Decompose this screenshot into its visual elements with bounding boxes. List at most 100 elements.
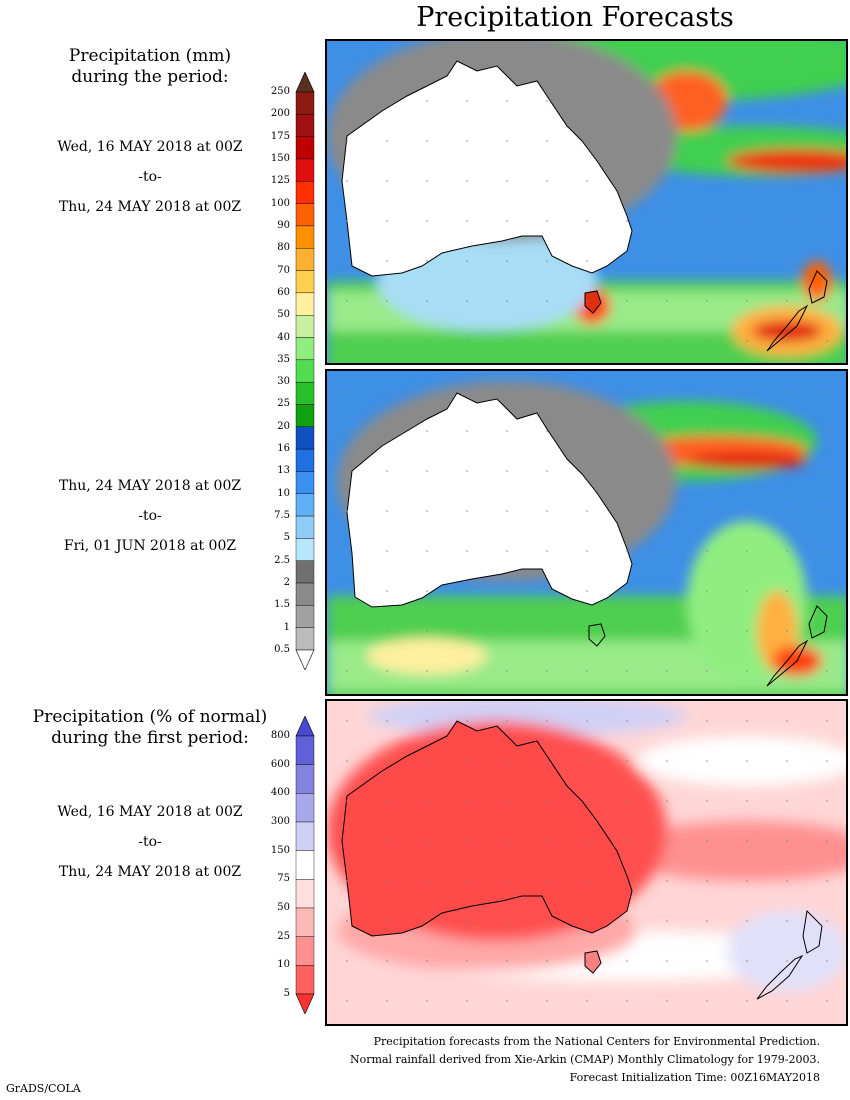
colorbar-tick-label: 250	[270, 86, 290, 97]
colorbar-segment	[295, 515, 315, 539]
panel1-end-date: Thu, 24 MAY 2018 at 00Z	[58, 199, 242, 215]
colorbar-tick-label: 125	[270, 175, 290, 187]
colorbar-tick-label: 5	[283, 532, 290, 544]
panel2-end-date: Fri, 01 JUN 2018 at 00Z	[63, 538, 237, 554]
colorbar-segment	[295, 627, 315, 651]
colorbar-segment	[295, 314, 315, 338]
panel3-end-date: Thu, 24 MAY 2018 at 00Z	[58, 864, 242, 880]
colorbar-bottom-arrow	[295, 649, 315, 670]
mm-colorbar	[295, 72, 315, 670]
colorbar-tick-label: 80	[277, 242, 290, 254]
colorbar-segment	[295, 359, 315, 383]
colorbar-tick-label: 150	[270, 152, 290, 164]
footer-line2: Normal rainfall derived from Xie-Arkin (…	[350, 1053, 820, 1066]
colorbar-tick-label: 25	[277, 930, 290, 942]
footer-line3: Forecast Initialization Time: 00Z16MAY20…	[569, 1071, 820, 1084]
pct-colorbar	[295, 716, 315, 1014]
colorbar-tick-label: 300	[270, 816, 290, 827]
panel1-heading-line2: during the period:	[71, 67, 229, 87]
colorbar-segment	[295, 850, 315, 880]
colorbar-tick-label: 40	[277, 331, 290, 343]
colorbar-top-arrow	[295, 72, 315, 93]
panel1-labels: Precipitation (mm) during the period: We…	[30, 46, 270, 222]
colorbar-tick-label: 600	[270, 758, 290, 770]
panel3-heading-line2: during the first period:	[51, 728, 249, 748]
panel3-labels: Precipitation (% of normal) during the f…	[30, 707, 270, 887]
colorbar-segment	[295, 879, 315, 909]
footer-notes: Precipitation forecasts from the Nationa…	[350, 1033, 820, 1087]
colorbar-segment	[295, 158, 315, 182]
colorbar-tick-label: 2.5	[274, 554, 290, 566]
colorbar-segment	[295, 936, 315, 966]
colorbar-tick-label: 13	[277, 465, 290, 477]
software-credit: GrADS/COLA	[6, 1082, 81, 1095]
colorbar-tick-label: 10	[277, 959, 290, 971]
colorbar-segment	[295, 181, 315, 204]
colorbar-top-arrow	[295, 716, 315, 737]
colorbar-segment	[295, 426, 315, 450]
colorbar-segment	[295, 136, 315, 160]
colorbar-segment	[295, 471, 315, 494]
colorbar-tick-label: 25	[277, 398, 290, 410]
colorbar-segment	[295, 538, 315, 561]
colorbar-segment	[295, 203, 315, 227]
colorbar-segment	[295, 337, 315, 361]
colorbar-tick-label: 30	[277, 376, 290, 388]
colorbar-tick-label: 800	[270, 730, 290, 741]
colorbar-segment	[295, 91, 315, 115]
colorbar-segment	[295, 965, 315, 995]
colorbar-tick-label: 1	[283, 621, 290, 633]
colorbar-tick-label: 100	[270, 197, 290, 209]
colorbar-tick-label: 2	[283, 577, 290, 589]
map-panel-pct-normal	[325, 699, 848, 1026]
colorbar-segment	[295, 381, 315, 405]
panel2-labels: Thu, 24 MAY 2018 at 00Z -to- Fri, 01 JUN…	[30, 471, 270, 561]
colorbar-tick-label: 20	[277, 420, 290, 432]
colorbar-segment	[295, 225, 315, 249]
colorbar-tick-label: 75	[277, 873, 290, 885]
colorbar-tick-label: 35	[277, 353, 290, 365]
colorbar-segment	[295, 907, 315, 937]
colorbar-segment	[295, 493, 315, 517]
colorbar-tick-label: 1.5	[274, 599, 290, 611]
colorbar-tick-label: 200	[270, 108, 290, 120]
colorbar-tick-label: 90	[277, 219, 290, 231]
panel3-to: -to-	[138, 834, 162, 850]
colorbar-segment	[295, 821, 315, 851]
footer-line1: Precipitation forecasts from the Nationa…	[373, 1035, 820, 1048]
page-title: Precipitation Forecasts	[416, 2, 734, 33]
colorbar-tick-label: 16	[277, 443, 290, 455]
colorbar-segment	[295, 793, 315, 823]
colorbar-segment	[295, 404, 315, 428]
colorbar-tick-label: 50	[277, 902, 290, 913]
colorbar-tick-label: 150	[270, 844, 290, 856]
map-panel-week1-mm	[325, 39, 848, 365]
colorbar-tick-label: 10	[277, 487, 290, 499]
colorbar-segment	[295, 114, 315, 137]
colorbar-tick-label: 60	[277, 286, 290, 298]
mm-colorbar-labels: 250 200 175 150 125 100 90 80 70 60 50 40 35 30 25 20 16…	[250, 72, 290, 670]
colorbar-segment	[295, 735, 315, 765]
colorbar-tick-label: 5	[283, 988, 290, 999]
colorbar-segment	[295, 560, 315, 584]
colorbar-tick-label: 50	[277, 309, 290, 321]
colorbar-tick-label: 175	[270, 130, 290, 142]
colorbar-bottom-arrow	[295, 993, 315, 1014]
panel1-start-date: Wed, 16 MAY 2018 at 00Z	[57, 139, 243, 155]
map-panel-week2-mm	[325, 369, 848, 696]
colorbar-tick-label: 0.5	[274, 644, 290, 655]
colorbar-tick-label: 400	[270, 787, 290, 799]
panel1-to: -to-	[138, 169, 162, 185]
colorbar-tick-label: 7.5	[274, 510, 290, 522]
colorbar-segment	[295, 270, 315, 294]
panel1-heading-line1: Precipitation (mm)	[68, 46, 232, 66]
panel2-to: -to-	[138, 508, 162, 524]
pct-colorbar-labels: 800 600 400 300 150 75 50 25 10 5	[250, 716, 290, 1014]
colorbar-segment	[295, 764, 315, 794]
colorbar-tick-label: 70	[277, 264, 290, 276]
panel3-start-date: Wed, 16 MAY 2018 at 00Z	[57, 804, 243, 820]
colorbar-segment	[295, 292, 315, 316]
colorbar-segment	[295, 605, 315, 628]
colorbar-segment	[295, 582, 315, 606]
panel3-heading-line1: Precipitation (% of normal)	[32, 707, 268, 727]
